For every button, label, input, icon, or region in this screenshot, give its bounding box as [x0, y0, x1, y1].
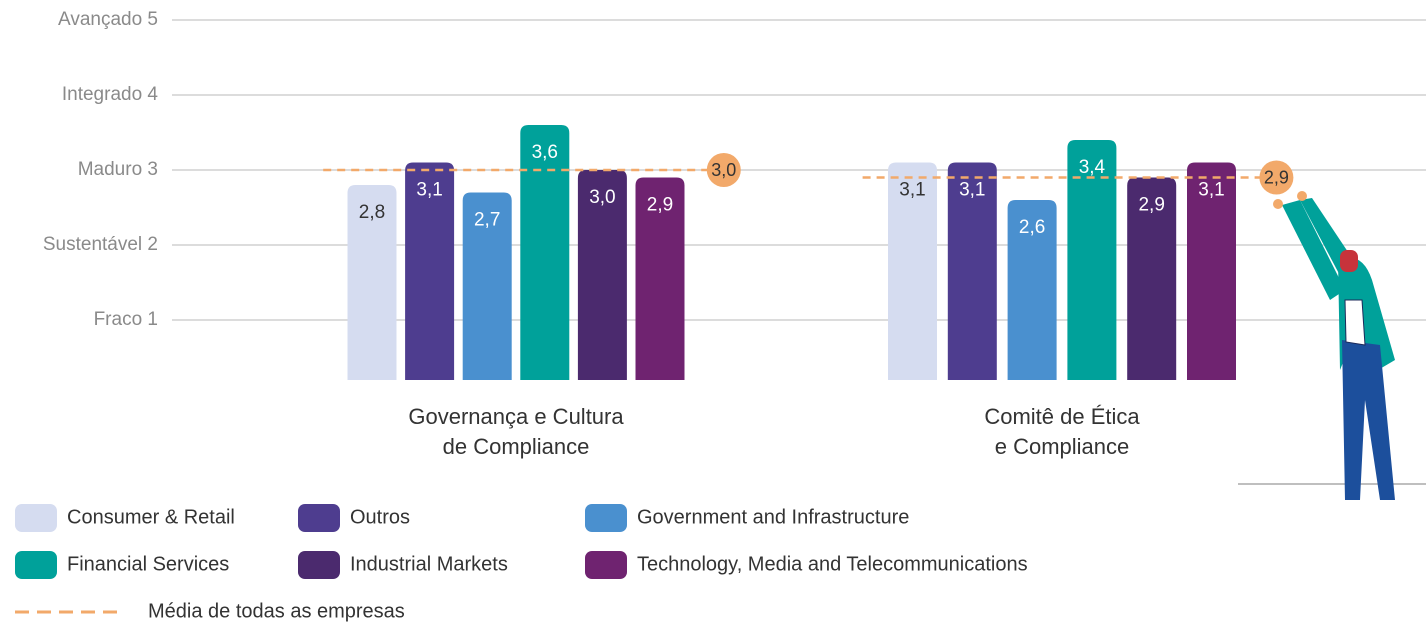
bar — [577, 170, 627, 380]
bar — [1007, 200, 1057, 380]
legend-label: Government and Infrastructure — [637, 506, 909, 528]
bar — [1127, 177, 1177, 380]
average-label: 2,9 — [1264, 167, 1289, 187]
legend-swatch — [15, 551, 57, 579]
legend-label: Technology, Media and Telecommunications — [637, 553, 1028, 575]
legend-swatch — [585, 504, 627, 532]
value-label: 3,1 — [416, 180, 442, 201]
average-marker — [706, 153, 741, 187]
value-label: 3,1 — [899, 180, 925, 201]
bar — [462, 192, 512, 380]
legend-swatch — [15, 504, 57, 532]
legend-label: Financial Services — [67, 553, 229, 575]
y-tick-label: Maduro 3 — [78, 159, 158, 180]
legend-label: Industrial Markets — [350, 553, 508, 575]
y-tick-label: Sustentável 2 — [43, 234, 158, 255]
y-tick-label: Fraco 1 — [94, 309, 158, 330]
person-illustration — [1238, 191, 1426, 500]
bar — [347, 185, 397, 380]
y-tick-label: Avançado 5 — [58, 9, 158, 30]
value-label: 3,4 — [1079, 157, 1106, 178]
legend-label: Média de todas as empresas — [148, 600, 405, 622]
bar — [1067, 140, 1117, 380]
value-label: 3,1 — [959, 180, 985, 201]
bar — [947, 162, 997, 380]
bar — [1187, 162, 1236, 380]
category-label: Comitê de Ética e Compliance — [984, 404, 1140, 459]
bar — [635, 177, 685, 380]
value-label: 2,7 — [474, 210, 500, 231]
value-label: 2,6 — [1019, 217, 1045, 238]
category-label: Governança e Cultura de Compliance — [408, 404, 624, 459]
legend-label: Outros — [350, 506, 410, 528]
value-label: 3,1 — [1198, 180, 1224, 201]
legend-swatch — [585, 551, 627, 579]
y-tick-label: Integrado 4 — [62, 84, 159, 105]
legend-swatch — [298, 504, 340, 532]
average-marker — [1259, 160, 1294, 195]
value-label: 3,0 — [589, 187, 615, 208]
bar — [520, 125, 570, 380]
bar — [405, 162, 455, 380]
legend-swatch — [298, 551, 340, 579]
legend-label: Consumer & Retail — [67, 506, 235, 528]
value-label: 3,6 — [532, 142, 558, 163]
value-label: 2,8 — [359, 202, 385, 223]
plot: Fraco 1 Sustentável 2 Maduro 3 Integrado 4 A… — [15, 9, 1426, 622]
bar — [888, 162, 937, 380]
average-label: 3,0 — [711, 160, 736, 180]
value-label: 2,9 — [647, 195, 673, 216]
value-label: 2,9 — [1138, 195, 1164, 216]
